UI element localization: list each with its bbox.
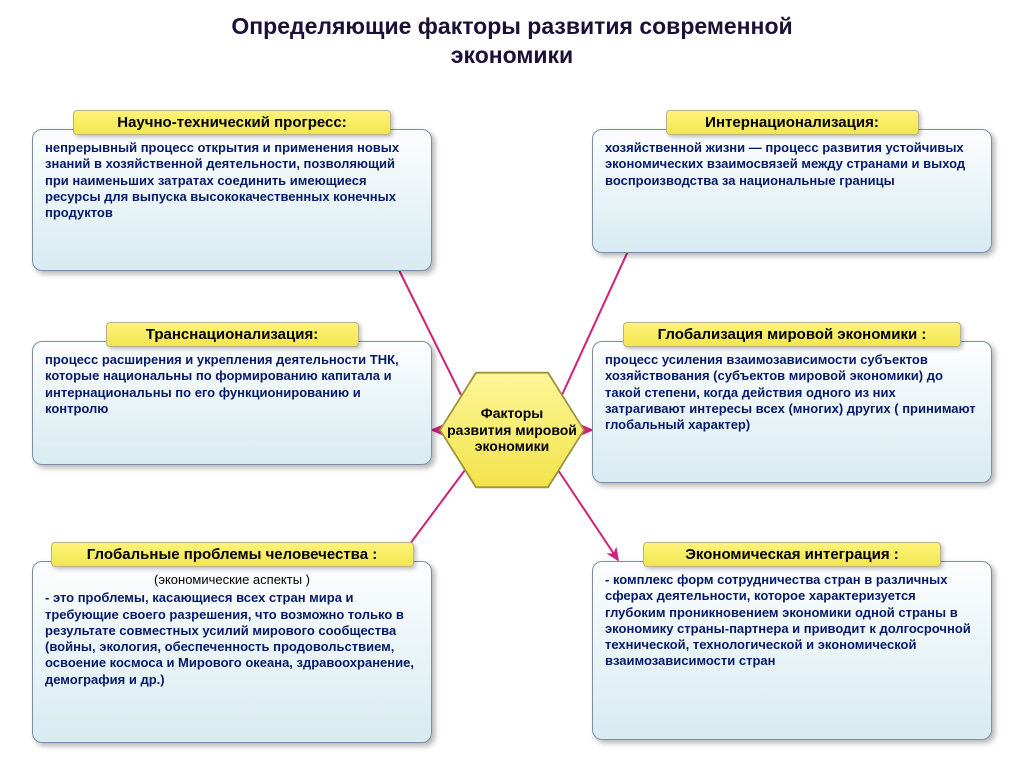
title-line1: Определяющие факторы развития современно… — [231, 13, 792, 39]
factor-body: (экономические аспекты ) - это проблемы, … — [32, 561, 432, 743]
factor-text: процесс усиления взаимозависимости субъе… — [605, 352, 976, 432]
factor-text: хозяйственной жизни — процесс развития у… — [605, 140, 965, 188]
factor-subheader: (экономические аспекты ) — [45, 572, 419, 588]
factor-header: Экономическая интеграция : — [643, 542, 941, 567]
factor-body: непрерывный процесс открытия и применени… — [32, 129, 432, 271]
factor-intl: Интернационализация: хозяйственной жизни … — [592, 110, 992, 259]
factor-body: процесс усиления взаимозависимости субъе… — [592, 341, 992, 483]
center-label: Факторы развития мировой экономики — [447, 405, 577, 455]
factor-body: хозяйственной жизни — процесс развития у… — [592, 129, 992, 253]
factor-ntp: Научно-технический прогресс: непрерывный … — [32, 110, 432, 277]
factor-text: непрерывный процесс открытия и применени… — [45, 140, 399, 220]
page-title: Определяющие факторы развития современно… — [0, 12, 1024, 70]
factor-header: Глобализация мировой экономики : — [623, 322, 961, 347]
factor-global_problems: Глобальные проблемы человечества :(эконо… — [32, 542, 432, 749]
factor-body: - комплекс форм сотрудничества стран в р… — [592, 561, 992, 740]
factor-header: Научно-технический прогресс: — [73, 110, 391, 135]
factor-header: Глобальные проблемы человечества : — [51, 542, 414, 567]
factor-trans: Транснационализация: процесс расширения и… — [32, 322, 432, 471]
factor-text: - комплекс форм сотрудничества стран в р… — [605, 572, 971, 668]
factor-text: - это проблемы, касающиеся всех стран ми… — [45, 590, 414, 686]
diagram-canvas: Определяющие факторы развития современно… — [0, 0, 1024, 767]
factor-header: Интернационализация: — [666, 110, 919, 135]
factor-header: Транснационализация: — [106, 322, 359, 347]
factor-body: процесс расширения и укрепления деятельн… — [32, 341, 432, 465]
title-line2: экономики — [451, 42, 573, 68]
factor-globalization: Глобализация мировой экономики : процесс … — [592, 322, 992, 489]
factor-integration: Экономическая интеграция : - комплекс фор… — [592, 542, 992, 746]
factor-text: процесс расширения и укрепления деятельн… — [45, 352, 399, 416]
center-hexagon: Факторы развития мировой экономики — [441, 370, 583, 490]
